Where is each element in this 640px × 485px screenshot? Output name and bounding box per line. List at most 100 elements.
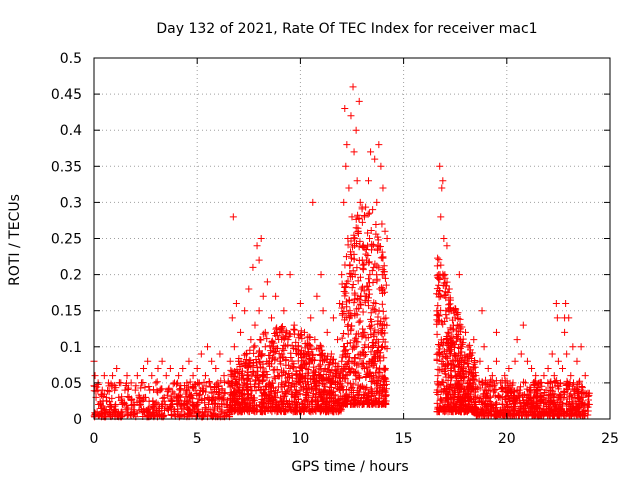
- data-point: [364, 294, 372, 302]
- data-point: [460, 390, 468, 398]
- data-point: [378, 284, 386, 292]
- data-point: [216, 350, 224, 358]
- data-point: [553, 382, 561, 390]
- data-point: [343, 397, 351, 405]
- data-point: [298, 335, 306, 343]
- data-point: [220, 389, 228, 397]
- data-point: [436, 342, 444, 350]
- data-point: [382, 281, 390, 289]
- data-point: [380, 376, 388, 384]
- data-point: [164, 406, 172, 414]
- data-point: [359, 359, 367, 367]
- data-point: [436, 404, 444, 412]
- data-point: [440, 235, 448, 242]
- data-point: [560, 387, 568, 395]
- data-point: [375, 264, 383, 272]
- data-point: [434, 365, 442, 373]
- x-tick-label: 15: [395, 431, 413, 447]
- data-point: [285, 379, 293, 387]
- data-point: [98, 391, 106, 399]
- data-point: [250, 369, 258, 377]
- data-point: [433, 272, 441, 280]
- data-point: [253, 242, 261, 250]
- data-point: [517, 403, 525, 411]
- data-point: [479, 409, 487, 417]
- data-point: [99, 397, 107, 405]
- data-point: [255, 307, 263, 315]
- data-point: [366, 271, 374, 279]
- data-point: [349, 243, 357, 251]
- data-point: [329, 360, 337, 368]
- data-point: [375, 390, 383, 398]
- data-point: [354, 396, 362, 404]
- data-point: [296, 332, 304, 340]
- data-point: [519, 406, 527, 414]
- data-point: [364, 334, 372, 342]
- data-point: [343, 340, 351, 348]
- data-point: [447, 338, 455, 346]
- data-point: [442, 294, 450, 302]
- data-point: [438, 378, 446, 386]
- data-point: [206, 406, 214, 414]
- data-point: [466, 341, 474, 349]
- data-point: [531, 405, 539, 413]
- data-point: [492, 377, 500, 385]
- data-point: [380, 354, 388, 362]
- data-point: [313, 292, 321, 300]
- data-point: [549, 387, 557, 395]
- data-point: [486, 393, 494, 401]
- data-point: [133, 409, 141, 417]
- data-point: [358, 333, 366, 341]
- data-point: [445, 385, 453, 393]
- data-point: [359, 308, 367, 316]
- data-point: [450, 404, 458, 412]
- data-point: [561, 328, 569, 336]
- data-point: [145, 404, 153, 412]
- data-point: [456, 345, 464, 353]
- data-point: [359, 325, 367, 333]
- data-point: [448, 340, 456, 348]
- data-point: [464, 396, 472, 404]
- data-point: [258, 402, 266, 410]
- data-point: [381, 288, 389, 296]
- data-point: [552, 299, 560, 307]
- data-point: [371, 260, 379, 268]
- y-tick-label: 0.5: [60, 51, 82, 67]
- data-point: [437, 396, 445, 404]
- data-point: [280, 346, 288, 354]
- data-point: [296, 364, 304, 372]
- data-point: [373, 198, 381, 206]
- data-point: [185, 409, 193, 417]
- data-point: [117, 397, 125, 405]
- data-point: [526, 397, 534, 405]
- data-point: [447, 395, 455, 403]
- data-point: [121, 386, 129, 394]
- data-point: [263, 374, 271, 382]
- data-point: [343, 298, 351, 306]
- data-point: [484, 387, 492, 395]
- data-point: [471, 376, 479, 384]
- data-point: [107, 382, 115, 390]
- data-point: [241, 307, 249, 315]
- data-point: [240, 351, 248, 359]
- data-point: [568, 393, 576, 401]
- data-point: [364, 210, 372, 218]
- data-point: [264, 359, 272, 367]
- data-point: [550, 406, 558, 414]
- data-point: [287, 349, 295, 357]
- data-point: [381, 365, 389, 373]
- data-point: [352, 368, 360, 376]
- data-point: [232, 391, 240, 399]
- data-point: [294, 351, 302, 359]
- data-point: [306, 342, 314, 350]
- data-point: [341, 365, 349, 373]
- data-point: [308, 345, 316, 353]
- data-point: [447, 394, 455, 402]
- data-point: [367, 309, 375, 317]
- data-point: [315, 374, 323, 382]
- data-point: [473, 405, 481, 413]
- data-point: [360, 352, 368, 360]
- data-point: [220, 378, 228, 386]
- data-point: [585, 389, 593, 397]
- data-point: [360, 287, 368, 295]
